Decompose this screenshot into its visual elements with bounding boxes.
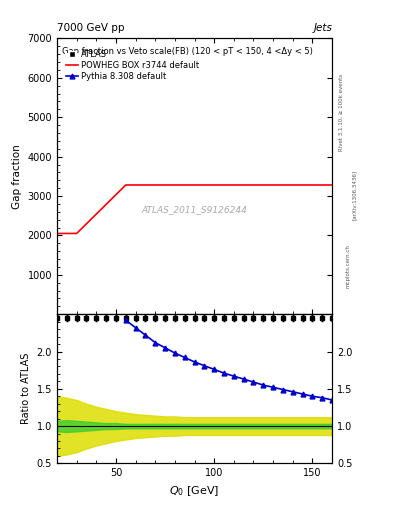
- Text: 7000 GeV pp: 7000 GeV pp: [57, 23, 125, 33]
- Legend: ATLAS, POWHEG BOX r3744 default, Pythia 8.308 default: ATLAS, POWHEG BOX r3744 default, Pythia …: [64, 48, 201, 82]
- Text: mcplots.cern.ch: mcplots.cern.ch: [345, 244, 350, 288]
- Text: [arXiv:1306.3436]: [arXiv:1306.3436]: [352, 169, 357, 220]
- Text: Rivet 3.1.10, ≥ 100k events: Rivet 3.1.10, ≥ 100k events: [339, 74, 344, 151]
- Text: ATLAS_2011_S9126244: ATLAS_2011_S9126244: [141, 205, 248, 214]
- Text: Jets: Jets: [313, 23, 332, 33]
- Text: Gap fraction vs Veto scale(FB) (120 < pT < 150, 4 <Δy < 5): Gap fraction vs Veto scale(FB) (120 < pT…: [62, 47, 313, 56]
- Y-axis label: Ratio to ATLAS: Ratio to ATLAS: [21, 353, 31, 424]
- X-axis label: $Q_0$ [GeV]: $Q_0$ [GeV]: [169, 484, 220, 498]
- Y-axis label: Gap fraction: Gap fraction: [12, 144, 22, 209]
